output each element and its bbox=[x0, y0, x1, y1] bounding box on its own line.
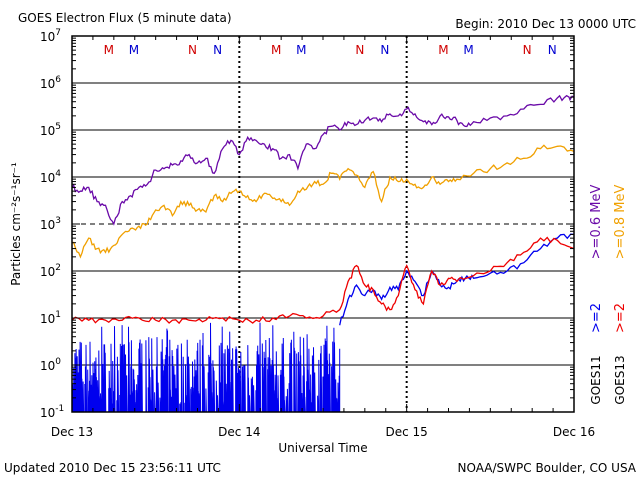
series-goes13-2 bbox=[71, 236, 575, 325]
y-tick-label: 107 bbox=[40, 28, 61, 44]
legend-goes11-2mev: >=2 bbox=[589, 303, 604, 333]
x-axis-label: Universal Time bbox=[278, 441, 367, 455]
legend-satellite-goes13: GOES13 bbox=[613, 355, 627, 404]
y-tick-base: 10 bbox=[40, 359, 55, 373]
gridlines bbox=[72, 36, 574, 412]
y-tick-base: 10 bbox=[40, 312, 55, 326]
y-tick-exponent: 4 bbox=[55, 169, 61, 179]
mn-marker: N bbox=[380, 43, 389, 57]
mn-marker: N bbox=[523, 43, 532, 57]
footer-credit: NOAA/SWPC Boulder, CO USA bbox=[458, 461, 637, 475]
y-tick-base: 10 bbox=[40, 124, 55, 138]
mn-marker: M bbox=[129, 43, 139, 57]
y-tick-base: 10 bbox=[40, 218, 55, 232]
mn-marker: N bbox=[188, 43, 197, 57]
plot-frame bbox=[71, 35, 575, 413]
data-lines bbox=[71, 94, 575, 413]
y-tick-exponent: 6 bbox=[55, 75, 61, 85]
legend-goes11-06mev: >=0.6 MeV bbox=[589, 185, 604, 260]
y-tick-base: 10 bbox=[40, 77, 55, 91]
series-goes11-2mev-noise bbox=[72, 322, 341, 413]
y-tick-base: 10 bbox=[40, 30, 55, 44]
y-tick-exponent: 5 bbox=[55, 122, 61, 132]
y-tick-label: 103 bbox=[40, 216, 61, 232]
y-tick-label: 105 bbox=[40, 122, 61, 138]
y-tick-exponent: 2 bbox=[55, 263, 61, 273]
begin-label: Begin: 2010 Dec 13 0000 UTC bbox=[455, 17, 636, 31]
y-tick-label: 106 bbox=[40, 75, 61, 91]
mn-marker: N bbox=[355, 43, 364, 57]
plot-border bbox=[71, 35, 575, 413]
y-tick-base: 10 bbox=[40, 265, 55, 279]
mn-marker: N bbox=[213, 43, 222, 57]
y-tick-exponent: 1 bbox=[55, 310, 61, 320]
legend-goes13-08mev: >=0.8 MeV bbox=[613, 185, 628, 260]
mn-marker: M bbox=[104, 43, 114, 57]
mn-marker: M bbox=[296, 43, 306, 57]
y-tick-exponent: -1 bbox=[55, 404, 64, 414]
x-tick-label: Dec 16 bbox=[553, 425, 595, 439]
y-tick-exponent: 7 bbox=[55, 28, 61, 38]
x-tick-label: Dec 13 bbox=[51, 425, 93, 439]
series-goes13-0-8-mev bbox=[71, 144, 575, 259]
y-axis-label: Particles cm⁻²s⁻¹sr⁻¹ bbox=[9, 162, 23, 286]
chart-text: GOES Electron Flux (5 minute data) Begin:… bbox=[4, 11, 637, 475]
legend-goes13-2mev: >=2 bbox=[613, 303, 628, 333]
mn-marker: M bbox=[463, 43, 473, 57]
series-goes11-2 bbox=[339, 233, 575, 326]
y-tick-base: 10 bbox=[40, 171, 55, 185]
y-tick-base: 10 bbox=[40, 406, 55, 420]
mn-marker: M bbox=[438, 43, 448, 57]
y-tick-exponent: 0 bbox=[55, 357, 61, 367]
x-tick-label: Dec 15 bbox=[386, 425, 428, 439]
footer-updated: Updated 2010 Dec 15 23:56:11 UTC bbox=[4, 461, 221, 475]
y-tick-label: 100 bbox=[40, 357, 61, 373]
y-tick-exponent: 3 bbox=[55, 216, 61, 226]
y-tick-label: 10-1 bbox=[40, 404, 64, 420]
x-tick-label: Dec 14 bbox=[218, 425, 260, 439]
series-goes11-0-6-mev bbox=[71, 94, 575, 226]
mn-marker: M bbox=[271, 43, 281, 57]
legend-satellite-goes11: GOES11 bbox=[589, 355, 603, 404]
y-tick-label: 104 bbox=[40, 169, 61, 185]
y-tick-label: 101 bbox=[40, 310, 61, 326]
y-tick-label: 102 bbox=[40, 263, 61, 279]
mn-marker: N bbox=[548, 43, 557, 57]
chart-title: GOES Electron Flux (5 minute data) bbox=[18, 11, 232, 25]
